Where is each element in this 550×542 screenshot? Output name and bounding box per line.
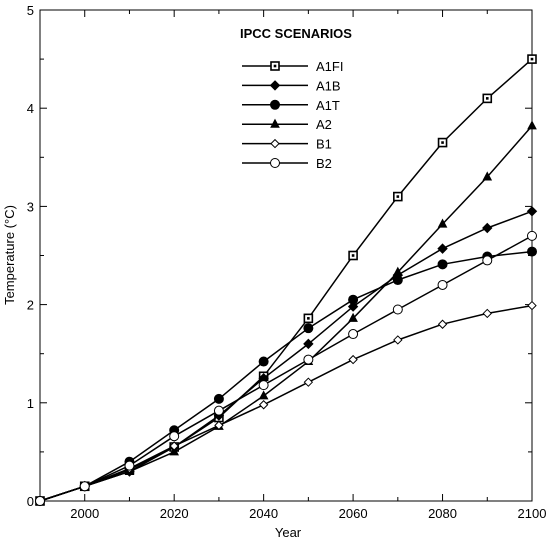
marker-circle-open	[303, 354, 314, 365]
marker-triangle	[527, 120, 537, 130]
marker-square-dot	[530, 57, 534, 61]
marker-triangle	[348, 312, 358, 322]
marker-circle-open	[392, 304, 403, 315]
marker-triangle	[392, 266, 403, 276]
marker-diamond-open	[437, 319, 448, 329]
series-layer	[34, 54, 538, 507]
marker-circle-open	[348, 329, 359, 340]
legend-item-b2: B2	[242, 156, 332, 171]
legend-label: A1T	[316, 98, 340, 113]
marker-triangle	[169, 446, 180, 456]
y-tick-label: 1	[27, 396, 34, 411]
marker-circle-open	[482, 255, 493, 266]
y-tick-label: 5	[27, 3, 34, 18]
x-tick-label: 2020	[160, 506, 189, 521]
y-axis-title: Temperature (°C)	[2, 205, 17, 305]
series-line	[39, 304, 533, 502]
marker-triangle	[270, 118, 280, 128]
series-a2	[35, 120, 537, 505]
legend: IPCC SCENARIOS A1FI A1B A1T A2 B1 B2	[240, 26, 352, 171]
marker-triangle	[258, 390, 269, 400]
legend-label: B2	[316, 156, 332, 171]
series-a1t	[35, 246, 537, 506]
marker-circle-open	[270, 158, 280, 168]
marker-circle-open	[79, 481, 90, 492]
y-tick-label: 2	[27, 298, 34, 313]
x-tick-label: 2040	[249, 506, 278, 521]
series-line	[39, 58, 533, 502]
x-tick-label: 2100	[518, 506, 547, 521]
series-a1b	[34, 206, 538, 507]
y-tick-label: 0	[27, 494, 34, 509]
series-line	[39, 125, 533, 502]
marker-diamond-open	[303, 377, 314, 387]
marker-circle-open	[213, 405, 224, 416]
legend-item-a1b: A1B	[242, 78, 341, 93]
legend-item-a1t: A1T	[242, 98, 340, 113]
marker-circle-open	[258, 380, 269, 391]
marker-diamond-open	[169, 441, 179, 451]
series-line	[39, 235, 533, 502]
marker-circle	[258, 356, 269, 367]
series-b2	[35, 230, 537, 506]
legend-label: B1	[316, 137, 332, 152]
marker-square-dot	[351, 254, 355, 257]
marker-triangle	[482, 171, 493, 181]
x-tick-label: 2000	[70, 506, 99, 521]
marker-square-dot	[307, 317, 310, 320]
marker-square-dot	[273, 64, 277, 68]
marker-diamond	[347, 301, 359, 312]
marker-circle	[527, 246, 537, 257]
legend-title: IPCC SCENARIOS	[240, 26, 352, 41]
y-tick-label: 3	[27, 199, 34, 214]
marker-diamond-open	[258, 400, 269, 410]
marker-diamond-open	[270, 138, 280, 149]
marker-diamond	[526, 206, 538, 217]
marker-diamond-open	[348, 354, 358, 365]
marker-diamond-open	[214, 420, 224, 431]
marker-diamond	[482, 222, 493, 234]
y-tick-label: 4	[27, 101, 34, 116]
marker-circle	[392, 275, 403, 286]
marker-circle	[437, 259, 448, 270]
legend-item-a2: A2	[242, 117, 332, 132]
marker-circle	[348, 294, 359, 305]
marker-circle-open	[35, 496, 45, 506]
marker-circle-open	[169, 431, 180, 442]
marker-circle-open	[527, 230, 537, 241]
marker-circle	[303, 323, 314, 334]
x-tick-label: 2060	[339, 506, 368, 521]
x-tick-label: 2080	[428, 506, 457, 521]
legend-label: A2	[316, 117, 332, 132]
marker-diamond-open	[527, 300, 537, 311]
series-line	[39, 210, 533, 502]
marker-square-dot	[485, 97, 489, 100]
legend-label: A1B	[316, 78, 341, 93]
marker-circle	[270, 99, 280, 110]
x-axis-title: Year	[275, 525, 302, 540]
marker-circle-open	[124, 460, 135, 471]
plot-frame	[39, 9, 533, 502]
marker-square-dot	[396, 195, 400, 198]
marker-diamond	[437, 243, 448, 254]
series-a1fi	[35, 54, 537, 506]
legend-item-b1: B1	[242, 137, 332, 152]
axes: 2000 2020 2040 2060 2080 2100 0 1 2 3 4 5	[27, 3, 547, 521]
marker-square-dot	[441, 141, 444, 144]
marker-circle	[213, 393, 224, 404]
series-line	[39, 250, 533, 502]
legend-item-a1fi: A1FI	[242, 59, 343, 74]
marker-diamond	[303, 338, 314, 350]
marker-diamond-open	[393, 335, 403, 345]
marker-diamond-open	[482, 308, 492, 319]
marker-diamond	[269, 80, 281, 91]
legend-label: A1FI	[316, 59, 343, 74]
marker-circle-open	[437, 279, 448, 290]
marker-triangle	[437, 218, 448, 228]
